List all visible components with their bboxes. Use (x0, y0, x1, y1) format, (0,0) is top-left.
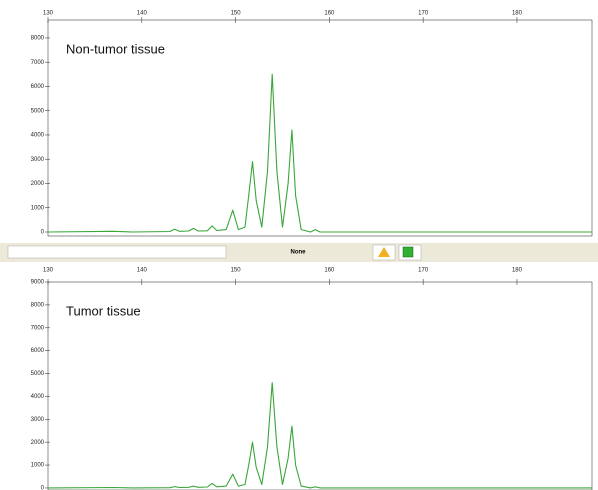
x-tick-label: 140 (137, 268, 148, 274)
x-tick-label: 170 (418, 11, 429, 17)
y-tick-label: 2000 (31, 440, 45, 446)
y-tick-label: 2000 (31, 181, 45, 187)
y-tick-label: 7000 (31, 60, 45, 66)
y-tick-label: 1000 (31, 463, 45, 469)
y-tick-label: 4000 (31, 133, 45, 139)
y-tick-label: 6000 (31, 348, 45, 354)
panel-title: Non-tumor tissue (66, 41, 165, 56)
y-tick-label: 4000 (31, 394, 45, 400)
y-tick-label: 3000 (31, 417, 45, 423)
y-tick-label: 6000 (31, 84, 45, 90)
x-tick-label: 140 (137, 11, 148, 17)
x-tick-label: 150 (231, 268, 242, 274)
x-tick-label: 160 (324, 11, 335, 17)
x-tick-label: 160 (324, 268, 335, 274)
x-tick-label: 130 (43, 268, 54, 274)
trace (47, 382, 592, 489)
y-tick-label: 5000 (31, 371, 45, 377)
y-tick-label: 0 (41, 230, 45, 236)
x-tick-label: 130 (43, 11, 54, 17)
y-tick-label: 1000 (31, 205, 45, 211)
panel-title: Tumor tissue (66, 303, 141, 318)
y-tick-label: 5000 (31, 108, 45, 114)
warning-icon (378, 247, 390, 257)
plot-frame (47, 281, 593, 490)
toolbar-field (7, 245, 227, 259)
y-tick-label: 8000 (31, 302, 45, 308)
x-tick-label: 170 (418, 268, 429, 274)
ok-icon (402, 246, 414, 258)
y-tick-label: 8000 (31, 36, 45, 42)
y-tick-label: 0 (41, 486, 45, 490)
y-tick-label: 7000 (31, 325, 45, 331)
x-tick-label: 180 (512, 11, 523, 17)
plot-frame (47, 19, 593, 237)
trace (47, 73, 592, 233)
x-tick-label: 180 (512, 268, 523, 274)
x-tick-label: 150 (231, 11, 242, 17)
toolbar-label: None (291, 250, 307, 256)
y-tick-label: 3000 (31, 157, 45, 163)
toolbar: None (0, 243, 598, 262)
y-tick-label: 9000 (31, 280, 45, 286)
